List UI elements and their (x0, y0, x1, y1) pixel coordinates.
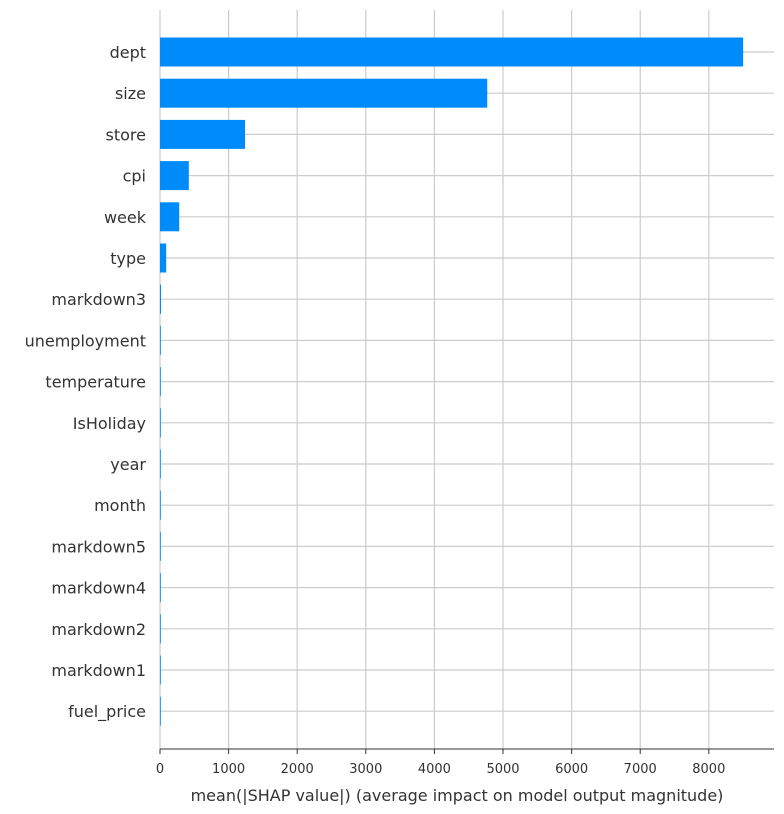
bar-type (160, 243, 167, 273)
x-tick-label: 5000 (486, 762, 519, 777)
x-tick-label: 6000 (555, 762, 588, 777)
x-tick-label: 4000 (418, 762, 451, 777)
category-label-year: year (110, 455, 146, 474)
bar-week (160, 202, 180, 232)
bar-unemployment (160, 325, 161, 355)
category-label-cpi: cpi (123, 167, 146, 186)
category-label-fuel_price: fuel_price (68, 702, 146, 722)
bar-store (160, 119, 246, 149)
grid-lines (159, 10, 774, 749)
category-label-IsHoliday: IsHoliday (73, 414, 146, 433)
x-tick-label: 7000 (624, 762, 657, 777)
bars (160, 37, 744, 726)
bar-markdown2 (160, 614, 161, 644)
bar-markdown5 (160, 531, 161, 561)
bar-size (160, 78, 488, 108)
category-label-dept: dept (110, 43, 146, 62)
x-tick-label: 8000 (692, 762, 725, 777)
x-tick-label: 2000 (281, 762, 314, 777)
bar-temperature (160, 367, 161, 397)
category-label-store: store (106, 125, 146, 144)
x-tick-label: 0 (156, 762, 164, 777)
category-label-type: type (110, 249, 146, 268)
category-label-unemployment: unemployment (25, 331, 146, 350)
category-label-markdown4: markdown4 (51, 579, 146, 598)
x-tick-label: 1000 (212, 762, 245, 777)
x-axis-label: mean(|SHAP value|) (average impact on mo… (191, 786, 724, 805)
category-label-size: size (115, 84, 146, 103)
x-tick-label: 3000 (349, 762, 382, 777)
category-label-week: week (104, 208, 147, 227)
bar-fuel_price (160, 696, 161, 726)
bar-markdown3 (160, 284, 162, 314)
category-label-markdown1: markdown1 (51, 661, 146, 680)
category-label-month: month (94, 496, 146, 515)
category-label-temperature: temperature (45, 373, 146, 392)
category-label-markdown2: markdown2 (51, 620, 146, 639)
bar-cpi (160, 161, 189, 191)
bar-markdown1 (160, 655, 161, 685)
category-label-markdown3: markdown3 (51, 290, 146, 309)
bar-markdown4 (160, 573, 161, 603)
category-label-markdown5: markdown5 (51, 537, 146, 556)
bar-IsHoliday (160, 408, 161, 438)
x-ticks: 0 1000 2000 3000 4000 5000 6000 7000 8000 (156, 749, 725, 777)
bar-month (160, 490, 161, 520)
bar-dept (160, 37, 744, 67)
bar-year (160, 449, 161, 479)
category-labels: dept size store cpi week type markdown3 unemplo… (25, 43, 147, 722)
